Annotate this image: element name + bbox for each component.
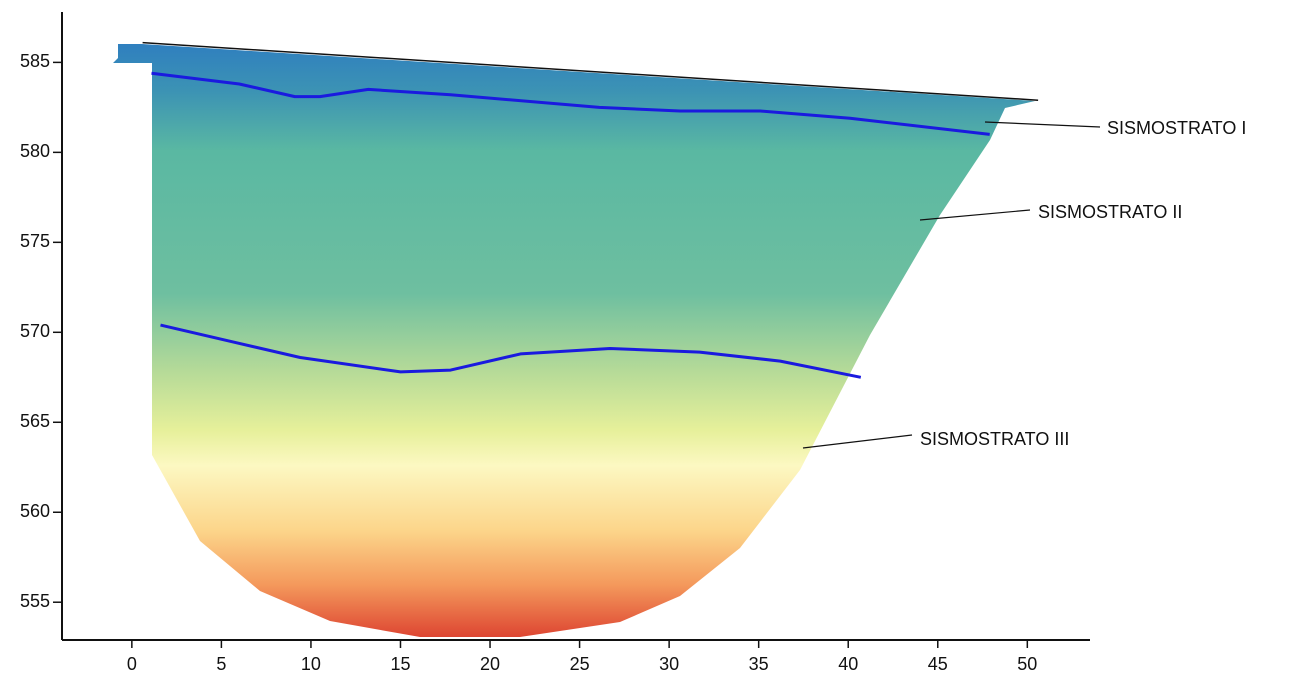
x-tick-label: 50 [1017, 654, 1037, 674]
y-tick-label: 570 [20, 321, 50, 341]
x-tick-label: 15 [390, 654, 410, 674]
y-tick-label: 560 [20, 501, 50, 521]
x-tick-label: 5 [216, 654, 226, 674]
x-tick-label: 35 [749, 654, 769, 674]
leader-lines [802, 121, 1101, 449]
x-tick-label: 20 [480, 654, 500, 674]
topography-line [142, 41, 1039, 101]
x-tick-label: 0 [127, 654, 137, 674]
y-tick-label: 565 [20, 411, 50, 431]
x-tick-label: 10 [301, 654, 321, 674]
x-tick-label: 25 [570, 654, 590, 674]
annotation: SISMOSTRATO I [1107, 118, 1246, 138]
leader-line [984, 121, 1101, 128]
y-tick-label: 575 [20, 231, 50, 251]
leader-line [919, 209, 1031, 221]
annotation: SISMOSTRATO III [920, 429, 1069, 449]
x-tick-label: 40 [838, 654, 858, 674]
x-tick-label: 30 [659, 654, 679, 674]
leader-line [802, 434, 913, 449]
boundary-line [151, 71, 990, 136]
x-tick-label: 45 [928, 654, 948, 674]
y-tick-label: 555 [20, 591, 50, 611]
y-tick-label: 580 [20, 141, 50, 161]
annotation: SISMOSTRATO II [1038, 202, 1182, 222]
boundary-line [160, 323, 862, 379]
y-tick-label: 585 [20, 51, 50, 71]
velocity-field [113, 44, 1035, 637]
